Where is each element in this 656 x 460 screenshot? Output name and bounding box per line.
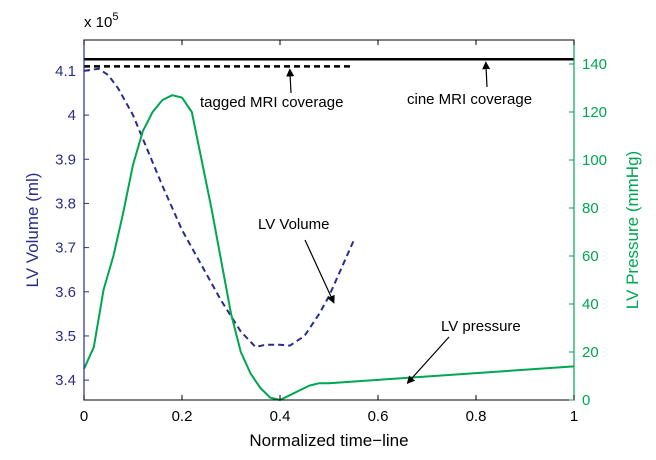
annotation-label: tagged MRI coverage (200, 94, 343, 111)
annotation-arrow (482, 61, 491, 88)
annotation-label: LV Volume (258, 216, 329, 233)
right-tick-label: 100 (582, 152, 607, 169)
series-line-pressure (83, 94, 575, 401)
x-tick-label: 0.2 (172, 408, 193, 425)
right-tick-label: 0 (582, 392, 590, 409)
left-tick-label: 3.8 (55, 195, 76, 212)
right-tick-label: 20 (582, 344, 599, 361)
left-tick-label: 3.4 (55, 372, 76, 389)
x-tick-label: 0.6 (368, 408, 389, 425)
annotation-arrow (304, 239, 335, 304)
left-tick-label: 3.6 (55, 284, 76, 301)
annotation-label: cine MRI coverage (407, 91, 532, 108)
right-tick-label: 140 (582, 56, 607, 73)
x-tick-label: 0 (80, 408, 88, 425)
right-tick-label: 120 (582, 104, 607, 121)
x-tick-label: 0.4 (270, 408, 291, 425)
x-tick-label: 1 (570, 408, 578, 425)
annotation-arrow (406, 336, 450, 384)
right-tick-label: 60 (582, 248, 599, 265)
left-tick-label: 3.7 (55, 240, 76, 257)
x-tick-label: 0.8 (466, 408, 487, 425)
x-axis-title: Normalized time−line (249, 431, 408, 450)
left-axis-title: LV Volume (ml) (23, 173, 42, 288)
series-line-volume (83, 67, 355, 348)
right-tick-label: 40 (582, 296, 599, 313)
right-axis-title: LV Pressure (mmHg) (623, 151, 642, 309)
left-tick-label: 3.9 (55, 151, 76, 168)
left-tick-label: 4 (68, 107, 76, 124)
right-tick-label: 80 (582, 200, 599, 217)
left-tick-label: 4.1 (55, 63, 76, 80)
annotation-label: LV pressure (441, 318, 521, 335)
left-tick-label: 3.5 (55, 328, 76, 345)
left-axis-multiplier: x 105 (84, 11, 118, 31)
annotation-arrow (286, 68, 295, 94)
